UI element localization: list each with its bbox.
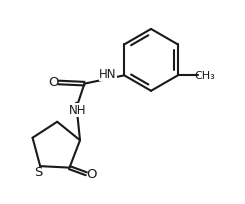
Text: S: S	[34, 165, 42, 178]
Text: NH: NH	[69, 104, 86, 117]
Text: HN: HN	[99, 68, 117, 81]
Text: O: O	[48, 76, 58, 89]
Text: CH₃: CH₃	[195, 71, 216, 80]
Text: O: O	[86, 167, 97, 180]
